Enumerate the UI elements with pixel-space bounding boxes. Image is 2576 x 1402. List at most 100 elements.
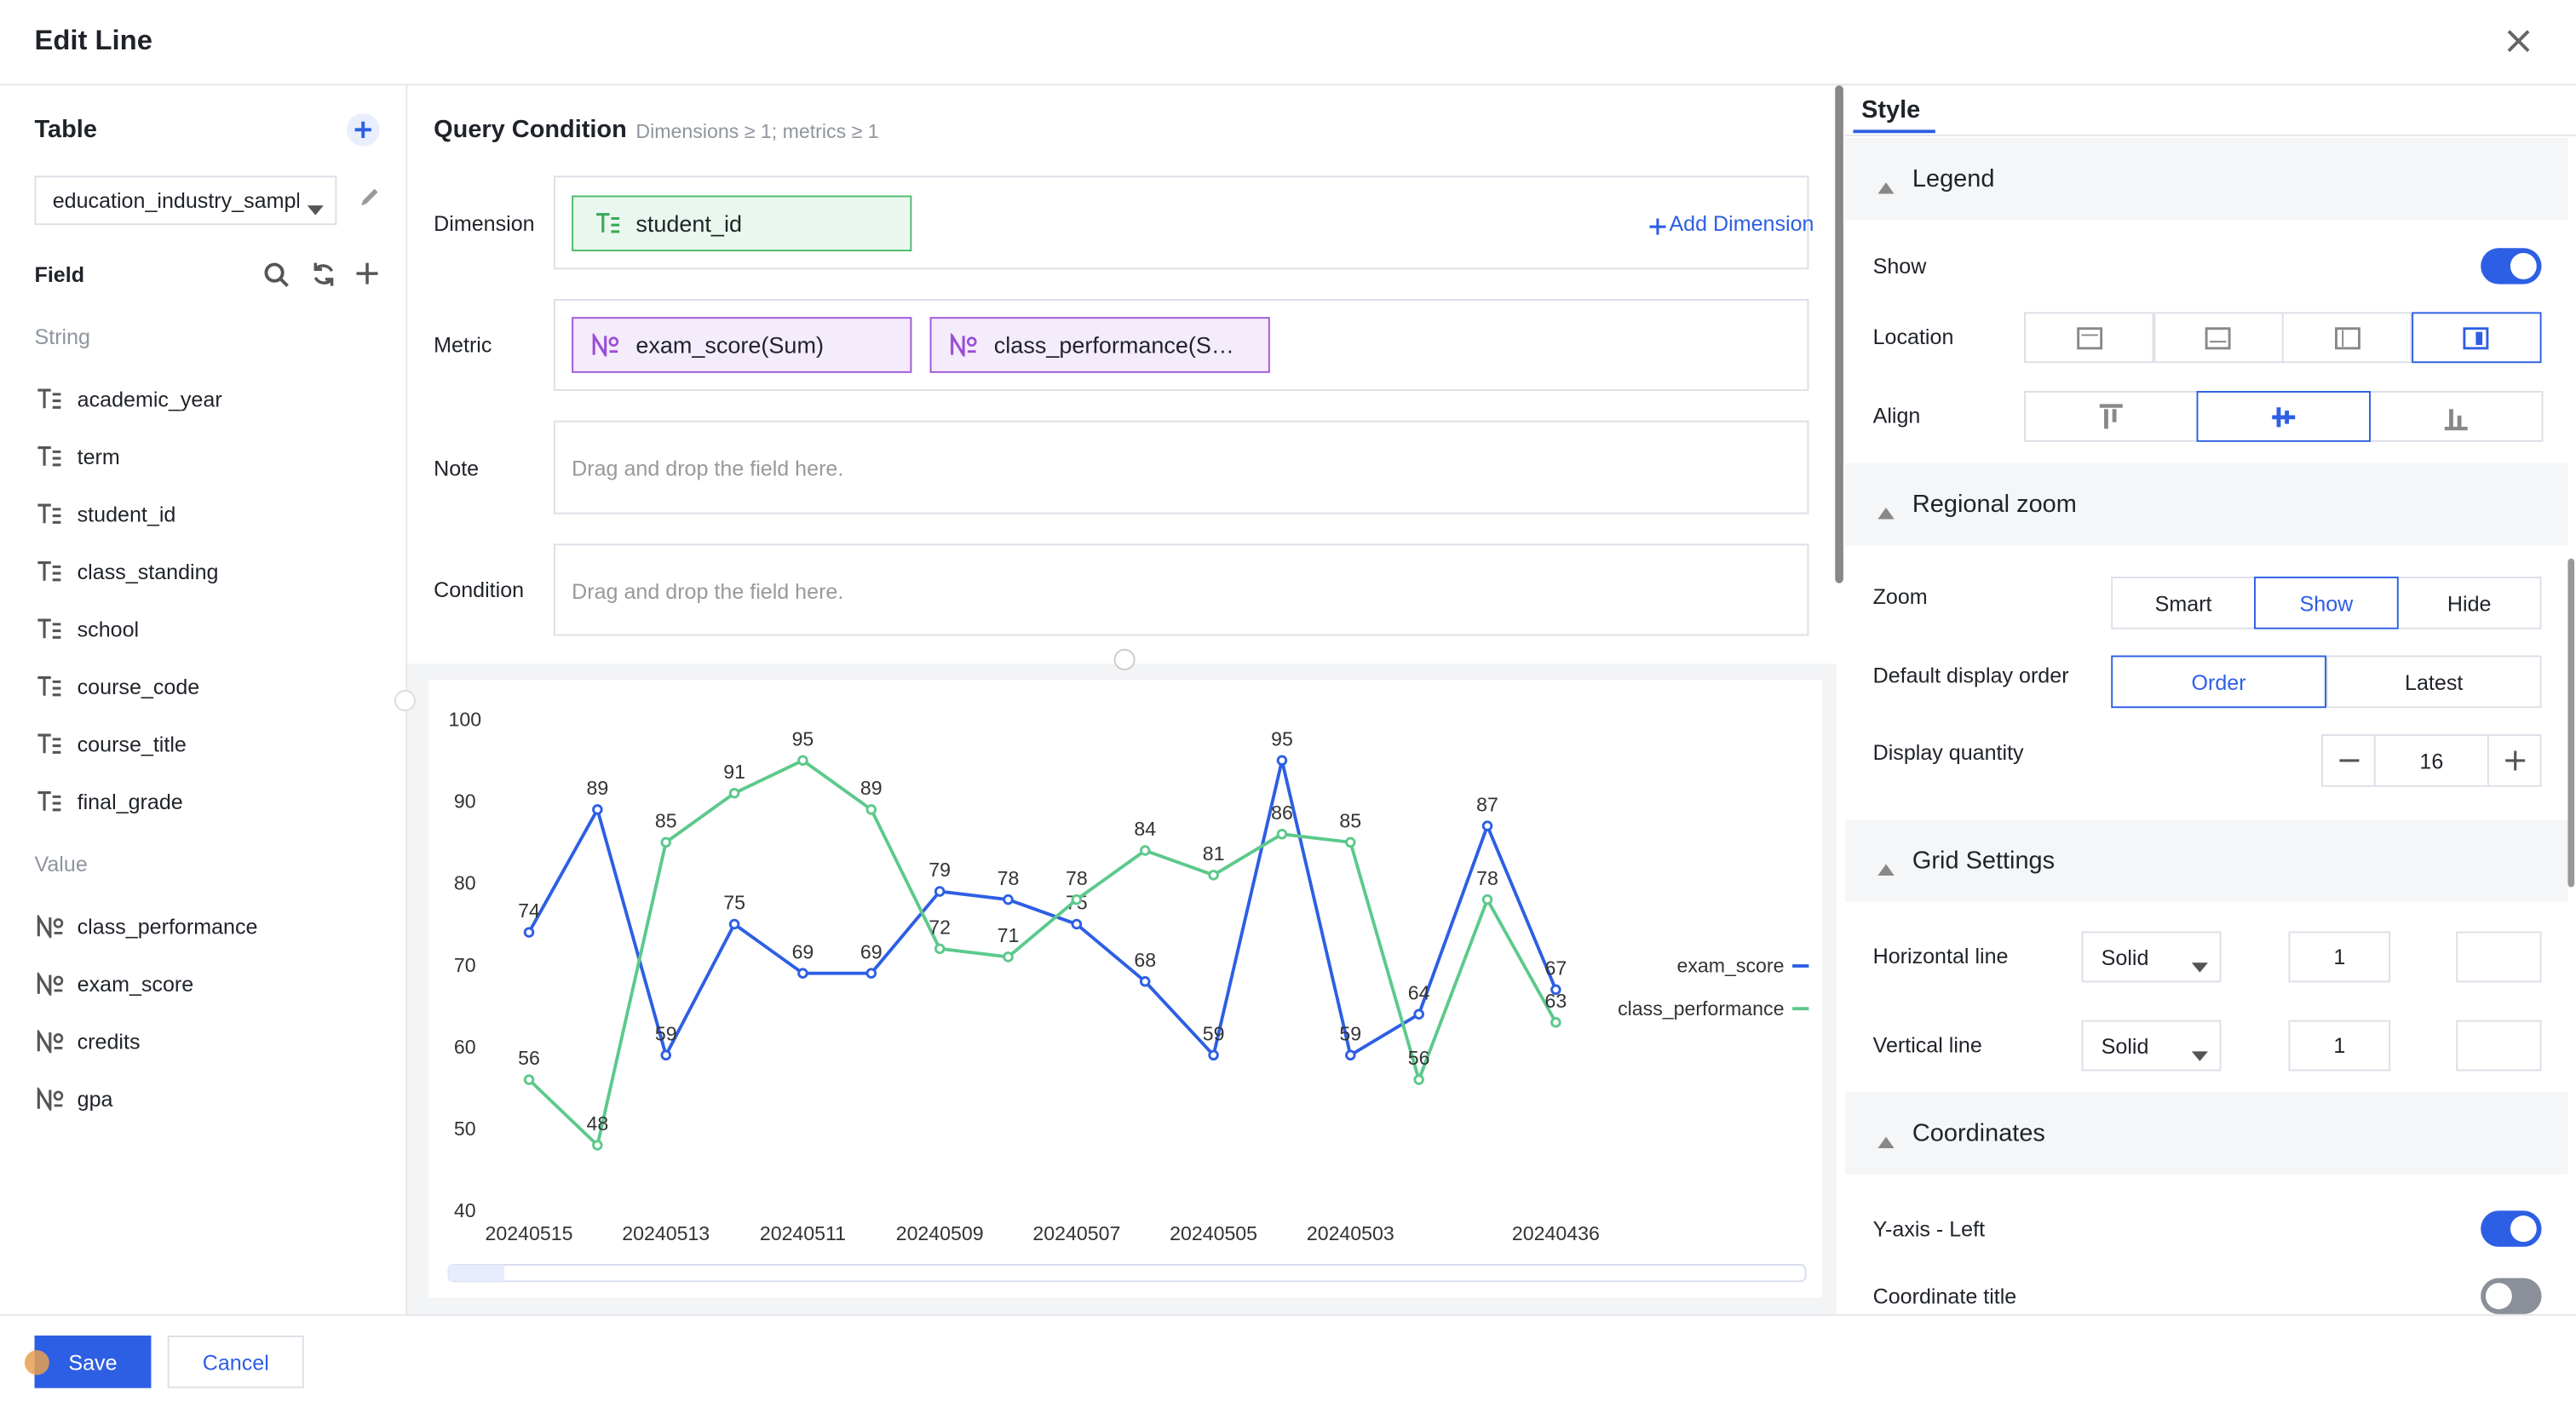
zoom-option[interactable]: Hide — [2396, 576, 2542, 629]
collapse-arrow[interactable] — [1877, 174, 1895, 198]
data-label: 63 — [1545, 990, 1567, 1012]
line-style-select[interactable]: Solid — [2081, 931, 2222, 983]
zoom-option[interactable]: Smart — [2111, 576, 2256, 629]
legend-label: exam_score — [1676, 955, 1784, 977]
order-option[interactable]: Order — [2111, 655, 2326, 709]
collapse-arrow[interactable] — [1877, 856, 1895, 881]
chip-text: student_id — [635, 210, 742, 237]
field-item[interactable]: academic_year — [77, 387, 222, 412]
stepper-value[interactable]: 16 — [2373, 734, 2489, 787]
tab-border — [1844, 135, 2576, 137]
location-option[interactable] — [2024, 312, 2154, 364]
data-label: 85 — [1339, 810, 1361, 832]
zoom-handle — [448, 1265, 505, 1282]
search-icon[interactable] — [263, 261, 290, 293]
dataset-select[interactable]: education_industry_sample — [34, 175, 337, 226]
data-point — [934, 886, 946, 897]
zoom-option[interactable]: Show — [2254, 576, 2399, 629]
data-label: 81 — [1203, 842, 1225, 865]
data-point — [1345, 1049, 1356, 1061]
row-label: Condition — [434, 577, 525, 602]
caret — [2191, 1042, 2209, 1066]
data-point — [1481, 893, 1493, 905]
data-label: 64 — [1408, 981, 1430, 1003]
series-line — [527, 760, 1558, 1060]
field-item[interactable]: course_title — [77, 732, 187, 757]
add-dimension[interactable]: Add Dimension — [1669, 210, 1814, 236]
location-option[interactable] — [2153, 312, 2283, 364]
field-item[interactable]: term — [77, 444, 120, 469]
field-icon — [36, 970, 66, 1001]
x-tick-label: 20240436 — [1512, 1222, 1600, 1244]
data-point — [1550, 984, 1561, 996]
line-width-input[interactable]: 1 — [2288, 1020, 2391, 1072]
data-point — [592, 1140, 603, 1151]
edit-icon[interactable] — [358, 186, 381, 214]
line-style-select[interactable]: Solid — [2081, 1020, 2222, 1072]
caret — [2191, 953, 2209, 978]
data-label: 78 — [1476, 867, 1498, 889]
data-point — [1003, 893, 1014, 905]
data-point — [1550, 1017, 1561, 1028]
color-picker[interactable] — [2456, 1020, 2542, 1072]
caret — [307, 196, 324, 221]
add-field[interactable] — [355, 261, 380, 291]
toggle[interactable] — [2481, 1278, 2542, 1314]
close-button[interactable] — [2505, 28, 2532, 55]
section-header — [1844, 138, 2568, 221]
collapse-arrow[interactable] — [1877, 1129, 1895, 1153]
field-item[interactable]: student_id — [77, 502, 176, 527]
field-item[interactable]: credits — [77, 1029, 141, 1054]
data-label: 68 — [1134, 949, 1156, 971]
align-option[interactable] — [2024, 391, 2199, 442]
field-item[interactable]: final_grade — [77, 789, 183, 814]
data-label: 87 — [1476, 793, 1498, 815]
data-label: 89 — [860, 777, 883, 799]
y-tick-label: 70 — [454, 954, 476, 976]
cancel-button[interactable]: Cancel — [167, 1335, 304, 1388]
align-option[interactable] — [2369, 391, 2544, 442]
align-option[interactable] — [2196, 391, 2371, 442]
toggle[interactable] — [2481, 1210, 2542, 1247]
data-label: 72 — [929, 916, 951, 938]
metric-chip[interactable]: exam_score(Sum) — [572, 317, 912, 373]
setting-label: Show — [1872, 253, 1927, 279]
color-picker[interactable] — [2456, 931, 2542, 983]
save-button[interactable]: Save — [34, 1335, 152, 1388]
toggle[interactable] — [2481, 248, 2542, 284]
data-point — [1208, 870, 1219, 881]
field-icon — [36, 790, 62, 819]
location-option[interactable] — [2411, 312, 2541, 364]
drop-zone — [553, 543, 1809, 636]
data-point — [1139, 976, 1151, 987]
style-tab[interactable]: Style — [1861, 95, 1921, 124]
order-option[interactable]: Latest — [2326, 655, 2542, 709]
collapse-arrow[interactable] — [1877, 499, 1895, 524]
y-tick-label: 50 — [454, 1118, 476, 1140]
field-icon — [36, 912, 66, 943]
add-table[interactable] — [346, 113, 380, 147]
location-option[interactable] — [2281, 312, 2412, 364]
field-item[interactable]: gpa — [77, 1086, 113, 1112]
refresh-icon[interactable] — [311, 261, 337, 293]
data-label: 59 — [1203, 1022, 1225, 1044]
field-item[interactable]: school — [77, 617, 140, 642]
field-item[interactable]: exam_score — [77, 971, 194, 997]
data-point — [1071, 918, 1083, 930]
row-label: Note — [434, 455, 480, 480]
data-label: 95 — [1271, 727, 1293, 750]
collapse-handle — [394, 690, 416, 712]
field-item[interactable]: course_code — [77, 674, 200, 699]
metric-chip[interactable]: class_performance(S… — [929, 317, 1270, 373]
field-item[interactable]: class_standing — [77, 559, 219, 584]
dimension-chip[interactable]: student_id — [572, 195, 912, 252]
field-item[interactable]: class_performance — [77, 914, 258, 939]
setting-label: Default display order — [1872, 663, 2069, 688]
stepper-plus[interactable] — [2487, 734, 2542, 787]
placeholder: Drag and drop the field here. — [572, 578, 844, 604]
stepper-minus[interactable] — [2321, 734, 2376, 787]
data-point — [934, 943, 946, 955]
line-width-input[interactable]: 1 — [2288, 931, 2391, 983]
setting-label: Zoom — [1872, 583, 1928, 609]
